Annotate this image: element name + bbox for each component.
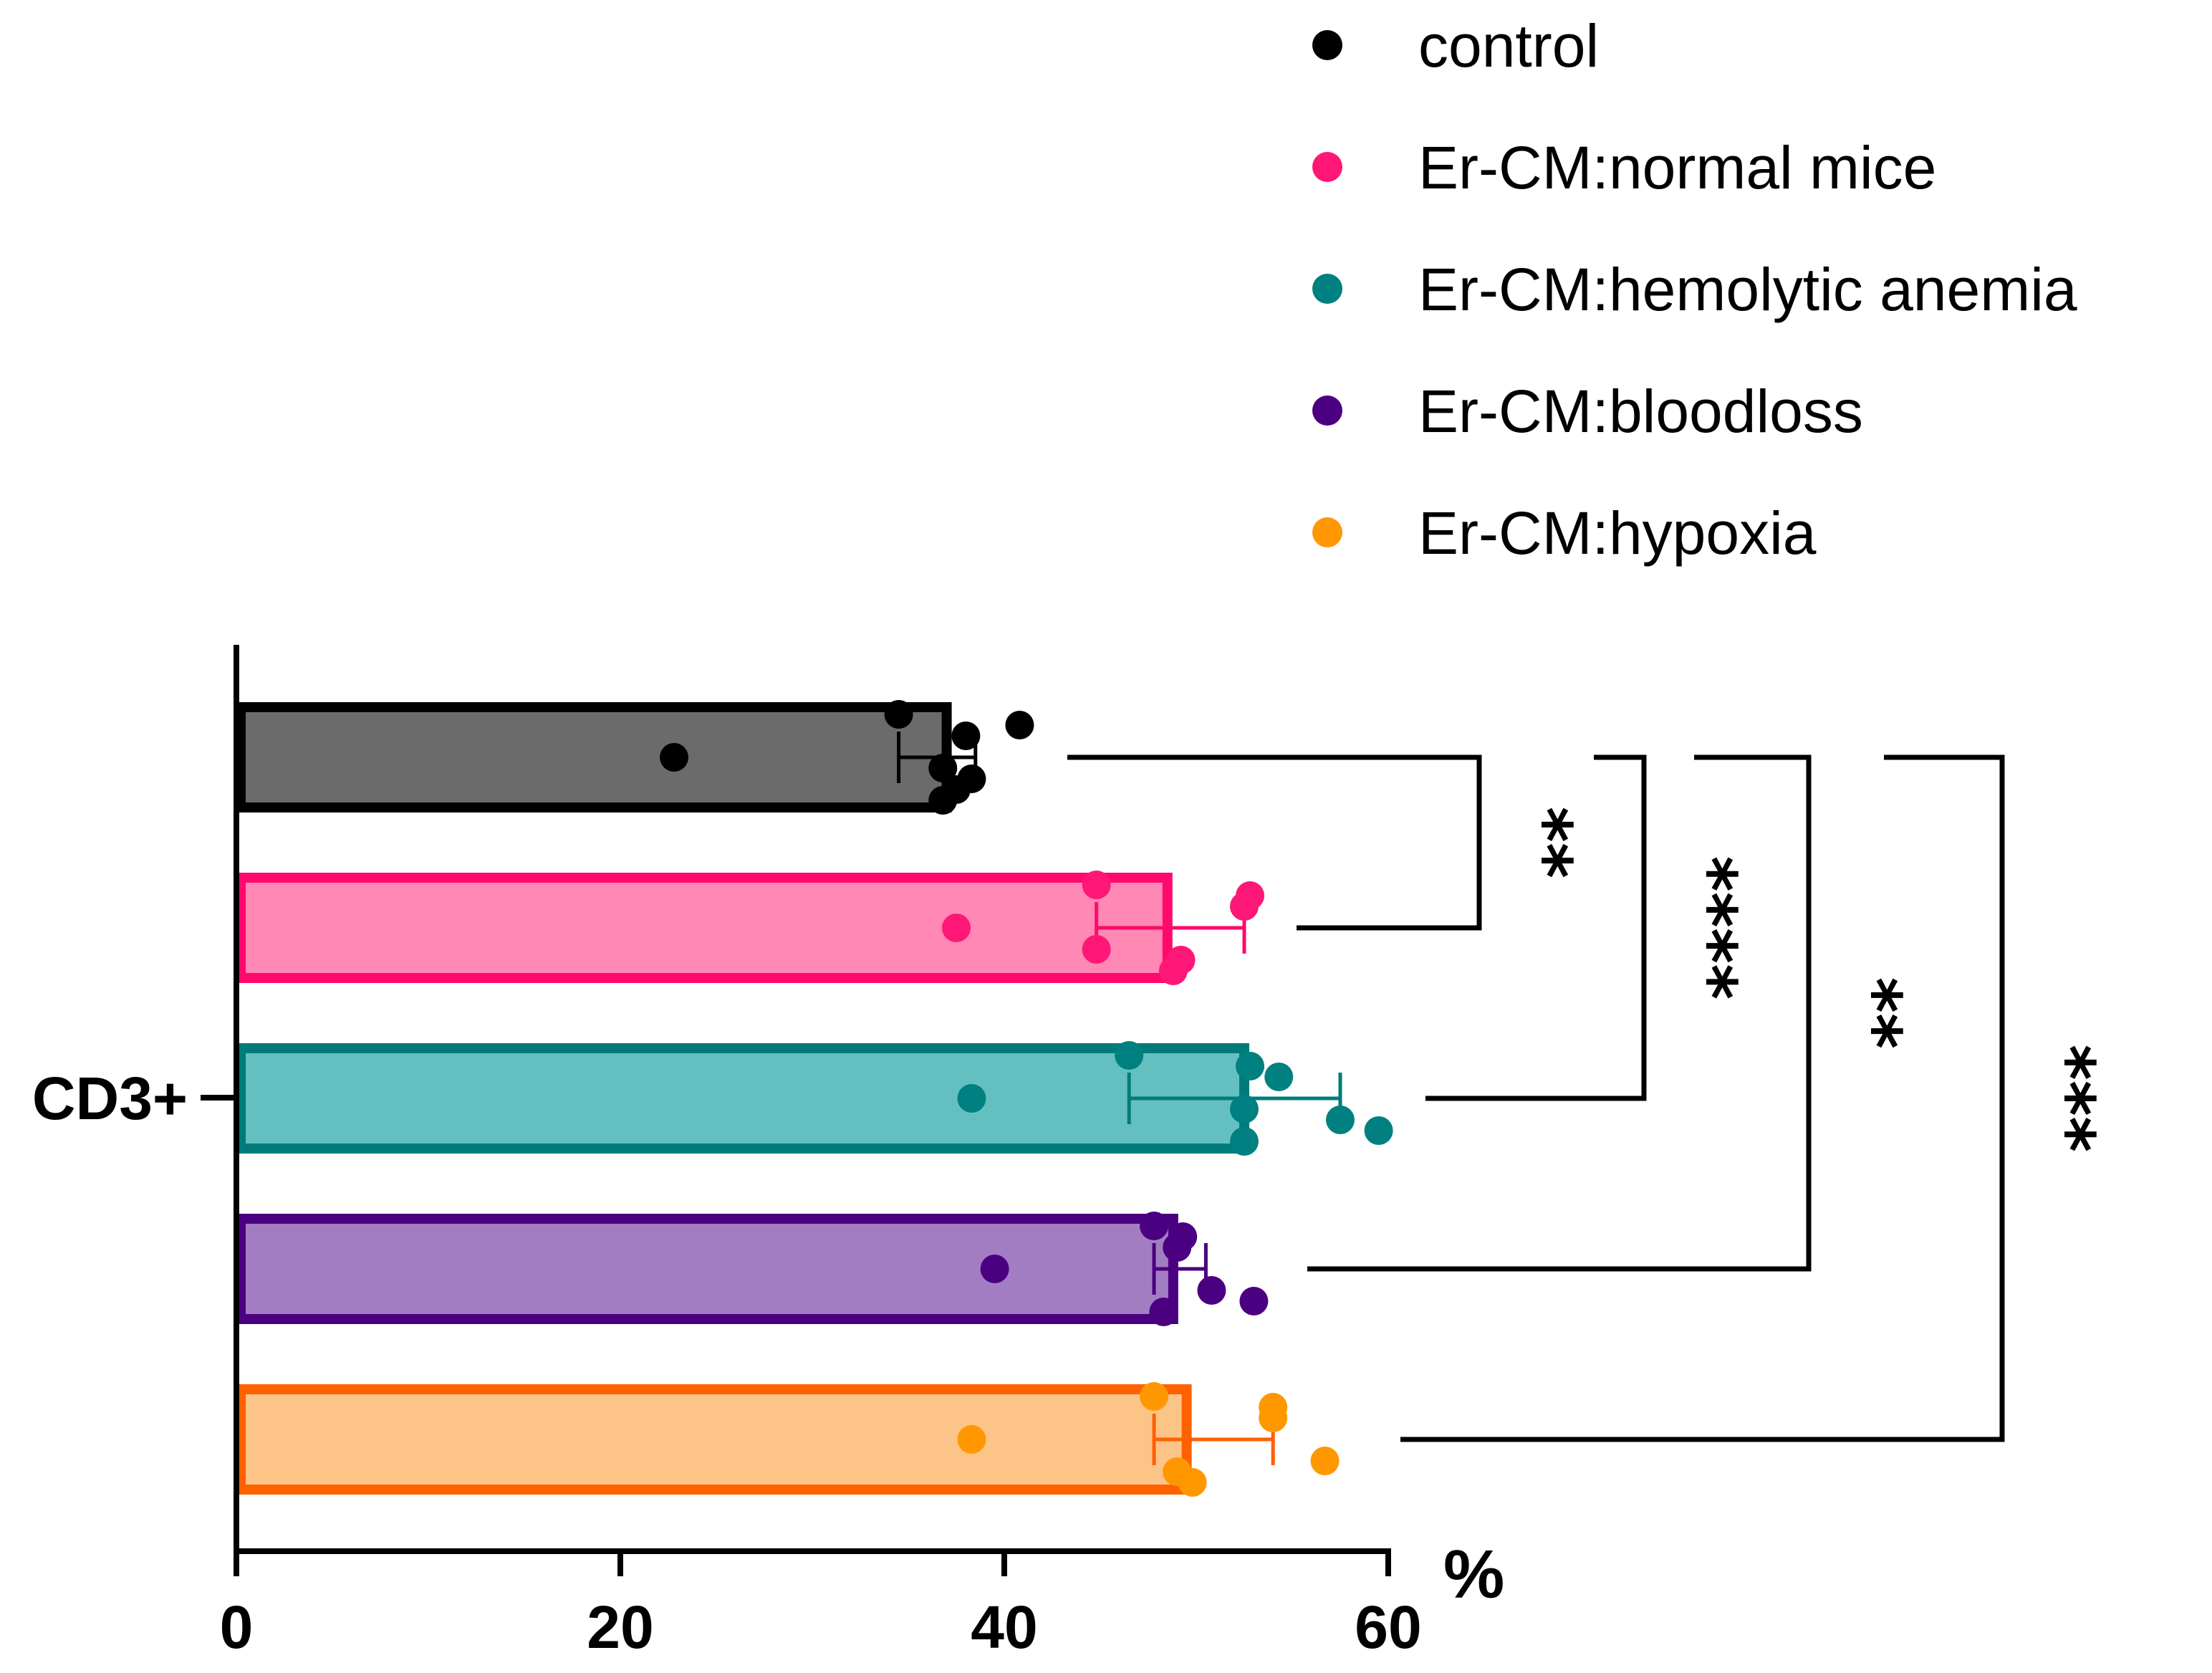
bars: [236, 702, 1249, 1495]
legend-marker-er-cm-hypoxia: [1312, 517, 1342, 547]
point-er-cm-bloodloss-4: [1197, 1276, 1226, 1305]
sig-label-3: **: [1835, 977, 1915, 1049]
point-control-6: [1005, 711, 1034, 739]
point-er-cm-hemolytic-anemia-3: [1264, 1063, 1294, 1091]
x-tick-label-40: 40: [971, 1593, 1037, 1661]
legend-label-er-cm-hemolytic-anemia: Er-CM:hemolytic anemia: [1418, 256, 2077, 323]
point-er-cm-normal-mice-0: [942, 914, 971, 942]
category-label: CD3+: [32, 1065, 188, 1132]
significance-brackets: ***********: [1067, 754, 2109, 1442]
legend-label-er-cm-bloodloss: Er-CM:bloodloss: [1418, 378, 1863, 445]
sig-label-1: **: [1506, 807, 1586, 878]
point-er-cm-hemolytic-anemia-7: [1230, 1095, 1259, 1123]
bar-er-cm-hypoxia: [236, 1384, 1192, 1495]
sig-bracket-3: [1307, 754, 1812, 1272]
point-er-cm-bloodloss-5: [1239, 1287, 1269, 1315]
x-tick-label-0: 0: [220, 1593, 254, 1661]
point-er-cm-bloodloss-1: [1140, 1212, 1169, 1240]
point-er-cm-normal-mice-6: [1236, 881, 1265, 910]
x-ticks: 0 20 40 60: [220, 1551, 1422, 1661]
point-er-cm-hypoxia-6: [1259, 1393, 1288, 1422]
point-control-7: [928, 754, 958, 782]
x-tick-label-60: 60: [1355, 1593, 1421, 1661]
legend-marker-er-cm-bloodloss: [1312, 396, 1342, 426]
point-control-5: [942, 775, 971, 804]
sig-label-2: ****: [1670, 856, 1751, 1000]
point-er-cm-bloodloss-6: [1168, 1222, 1198, 1251]
point-er-cm-hemolytic-anemia-1: [1115, 1041, 1144, 1070]
point-er-cm-hemolytic-anemia-0: [957, 1084, 986, 1113]
bar-er-cm-bloodloss: [236, 1214, 1178, 1324]
point-control-3: [951, 722, 981, 750]
point-er-cm-hypoxia-4: [1310, 1447, 1340, 1475]
point-er-cm-hemolytic-anemia-5: [1364, 1116, 1393, 1145]
point-er-cm-normal-mice-4: [1082, 935, 1111, 964]
x-tick-label-20: 20: [587, 1593, 653, 1661]
x-axis-unit-label: %: [1443, 1536, 1504, 1613]
legend-label-control: control: [1418, 12, 1599, 80]
axes: CD3+ %: [32, 645, 1504, 1613]
bar-er-cm-hemolytic-anemia: [236, 1043, 1249, 1154]
sig-label-4: ***: [2029, 1045, 2109, 1153]
legend-marker-control: [1312, 30, 1342, 60]
point-control-0: [660, 743, 689, 772]
legend: control Er-CM:normal mice Er-CM:hemolytic …: [1312, 12, 2077, 567]
point-er-cm-hypoxia-1: [1140, 1382, 1169, 1411]
point-control-1: [884, 700, 913, 729]
sig-bracket-2: [1425, 754, 1647, 1101]
sig-bracket-1: [1067, 754, 1482, 931]
legend-marker-er-cm-normal-mice: [1312, 152, 1342, 182]
point-er-cm-bloodloss-0: [980, 1255, 1009, 1283]
point-er-cm-normal-mice-1: [1082, 871, 1111, 899]
bar-er-cm-normal-mice: [236, 873, 1173, 983]
legend-label-er-cm-normal-mice: Er-CM:normal mice: [1418, 134, 1936, 201]
point-er-cm-hypoxia-0: [957, 1425, 986, 1454]
point-er-cm-hemolytic-anemia-2: [1230, 1127, 1259, 1156]
point-er-cm-hemolytic-anemia-6: [1236, 1052, 1265, 1080]
point-er-cm-normal-mice-5: [1166, 946, 1196, 974]
bar-control: [236, 702, 952, 812]
legend-marker-er-cm-hemolytic-anemia: [1312, 274, 1342, 304]
legend-label-er-cm-hypoxia: Er-CM:hypoxia: [1418, 499, 1817, 567]
point-er-cm-hypoxia-5: [1163, 1457, 1192, 1486]
point-er-cm-hemolytic-anemia-4: [1326, 1106, 1355, 1134]
point-er-cm-bloodloss-2: [1149, 1298, 1178, 1326]
data-points: [660, 700, 1393, 1497]
sig-bracket-4: [1400, 754, 2005, 1442]
